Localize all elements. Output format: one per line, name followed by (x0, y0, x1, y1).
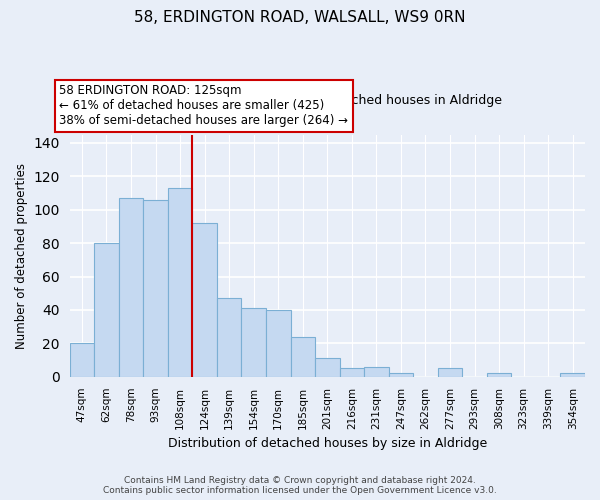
Bar (364, 367, 389, 377)
Bar (193, 223, 217, 377)
Bar (143, 200, 168, 377)
Bar (70, 344, 94, 377)
Bar (340, 368, 364, 377)
Bar (168, 188, 193, 377)
Bar (560, 374, 585, 377)
Bar (119, 198, 143, 377)
X-axis label: Distribution of detached houses by size in Aldridge: Distribution of detached houses by size … (168, 437, 487, 450)
Title: Size of property relative to detached houses in Aldridge: Size of property relative to detached ho… (152, 94, 502, 107)
Bar (315, 358, 340, 377)
Bar (217, 298, 241, 377)
Bar (94, 243, 119, 377)
Y-axis label: Number of detached properties: Number of detached properties (15, 162, 28, 348)
Bar (290, 336, 315, 377)
Text: 58, ERDINGTON ROAD, WALSALL, WS9 0RN: 58, ERDINGTON ROAD, WALSALL, WS9 0RN (134, 10, 466, 25)
Bar (389, 374, 413, 377)
Bar (438, 368, 462, 377)
Bar (266, 310, 290, 377)
Text: 58 ERDINGTON ROAD: 125sqm
← 61% of detached houses are smaller (425)
38% of semi: 58 ERDINGTON ROAD: 125sqm ← 61% of detac… (59, 84, 349, 128)
Bar (487, 374, 511, 377)
Text: Contains HM Land Registry data © Crown copyright and database right 2024.
Contai: Contains HM Land Registry data © Crown c… (103, 476, 497, 495)
Bar (241, 308, 266, 377)
